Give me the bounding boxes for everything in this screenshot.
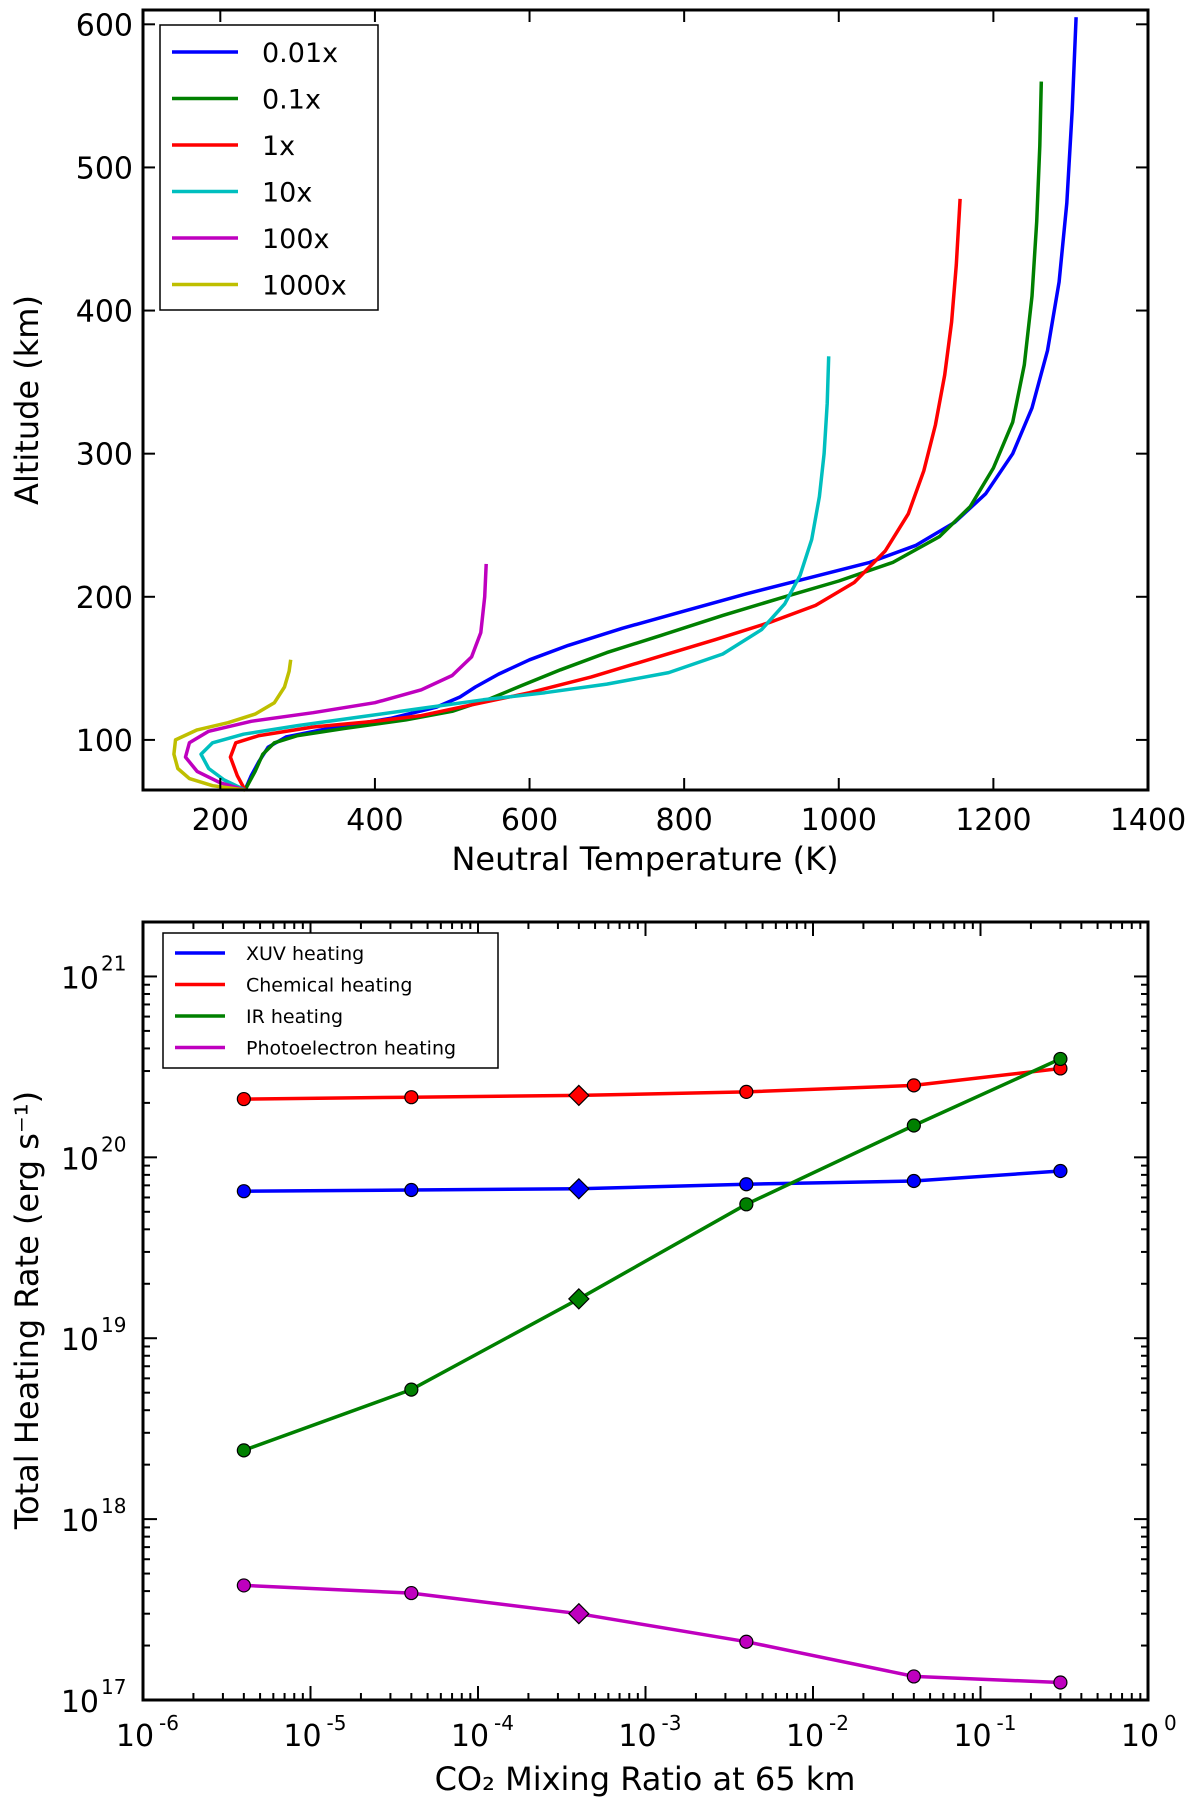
curve-1000x [172,659,293,792]
marker-XUV heating [404,1182,419,1198]
x-tick-label: 10 [451,1719,489,1754]
y-tick-label: 200 [76,581,133,616]
plot-frame-top [141,8,1150,792]
legend-top: 0.01x 0.1x 1x 10x 100x 1000x [159,24,379,311]
y-tick-exponent: 20 [101,1132,126,1156]
legend-label-0.1x: 0.1x [262,85,321,116]
x-tick-label: 10 [116,1719,154,1754]
x-tick-exponent: -1 [997,1711,1017,1735]
marker-diamond-XUV heating [567,1177,590,1200]
marker-XUV heating [739,1177,754,1192]
ticks-top: 200 400 600 800 1000 1200 1400 100 200 300 400 500 6… [76,8,1186,838]
y-axis-label-bottom: Total Heating Rate (erg s⁻¹) [8,1091,46,1530]
legend-label-1000x: 1000x [262,271,347,302]
curve-IR heating [243,1057,1062,1452]
marker-diamond-Photoelectron heating [567,1602,590,1625]
y-tick-label: 300 [76,438,133,473]
marker-IR heating [906,1118,921,1133]
y-tick-label: 10 [61,1504,99,1539]
marker-IR heating [236,1443,251,1458]
x-tick-label: 1200 [955,803,1031,838]
curve-100x [183,563,488,792]
marker-Photoelectron heating [906,1669,921,1684]
curve-10x [199,356,831,792]
x-axis-label-top: Neutral Temperature (K) [451,840,838,878]
x-tick-exponent: -6 [159,1711,179,1735]
x-tick-label: 10 [618,1719,656,1754]
legend-box-bottom [162,932,499,1069]
legend-box-top [159,24,379,311]
y-tick-label: 10 [61,1685,99,1720]
curve-Chemical heating [243,1066,1061,1101]
x-tick-exponent: 0 [1164,1711,1177,1735]
marker-Chemical heating [236,1091,251,1107]
legend-label-1x: 1x [262,131,295,162]
x-tick-exponent: -2 [829,1711,849,1735]
y-tick-label: 500 [76,151,133,186]
legend-label-Chemical heating: Chemical heating [246,975,412,997]
x-axis-label-bottom: CO₂ Mixing Ratio at 65 km [435,1760,856,1798]
y-tick-label: 100 [76,724,133,759]
marker-Photoelectron heating [236,1578,251,1593]
x-tick-label: 10 [1121,1719,1159,1754]
marker-Photoelectron heating [404,1585,419,1601]
x-tick-label: 200 [192,803,249,838]
legend-label-0.01x: 0.01x [262,38,338,69]
x-tick-label: 400 [346,803,403,838]
x-tick-label: 1400 [1110,803,1186,838]
marker-Photoelectron heating [1053,1675,1068,1690]
y-tick-exponent: 18 [101,1494,126,1518]
y-tick-exponent: 19 [101,1313,126,1337]
curve-XUV heating [243,1169,1061,1193]
x-tick-label: 800 [656,803,713,838]
y-tick-label: 10 [61,961,99,996]
y-tick-exponent: 21 [101,951,126,975]
marker-diamond-Chemical heating [567,1084,590,1107]
chart-altitude-vs-temperature: 200 400 600 800 1000 1200 1400 100 200 300 400 500 6… [0,0,1200,878]
marker-Chemical heating [906,1078,921,1093]
marker-IR heating [404,1382,419,1397]
y-tick-exponent: 17 [101,1675,126,1699]
marker-XUV heating [236,1184,251,1199]
x-tick-exponent: -4 [494,1711,514,1735]
x-tick-label: 10 [953,1719,991,1754]
curve-Photoelectron heating [243,1583,1061,1685]
marker-IR heating [739,1197,754,1212]
legend-label-10x: 10x [262,178,312,209]
marker-Photoelectron heating [739,1634,754,1649]
marker-Chemical heating [404,1090,419,1105]
curve-1x [228,198,962,791]
legend-bottom: XUV heating Chemical heating IR heating Pho… [162,932,499,1069]
x-tick-label: 1000 [801,803,877,838]
x-tick-label: 10 [283,1719,321,1754]
curve-0.1x [243,81,1044,791]
temperature-curves [172,17,1078,792]
y-axis-label-top: Altitude (km) [8,295,46,505]
x-tick-exponent: -3 [662,1711,682,1735]
y-tick-label: 600 [76,8,133,43]
y-tick-label: 10 [61,1142,99,1177]
marker-XUV heating [906,1173,921,1189]
legend-label-XUV heating: XUV heating [246,943,364,965]
marker-IR heating [1053,1051,1068,1067]
heating-curves [236,1051,1068,1690]
marker-XUV heating [1053,1163,1068,1179]
y-tick-label: 10 [61,1323,99,1358]
x-tick-label: 10 [786,1719,824,1754]
legend-label-100x: 100x [262,224,330,255]
legend-label-IR heating: IR heating [246,1006,343,1028]
y-tick-label: 400 [76,295,133,330]
x-tick-exponent: -5 [327,1711,347,1735]
legend-label-Photoelectron heating: Photoelectron heating [246,1038,456,1060]
marker-Chemical heating [739,1084,754,1100]
x-tick-label: 600 [501,803,558,838]
marker-diamond-IR heating [567,1288,590,1310]
